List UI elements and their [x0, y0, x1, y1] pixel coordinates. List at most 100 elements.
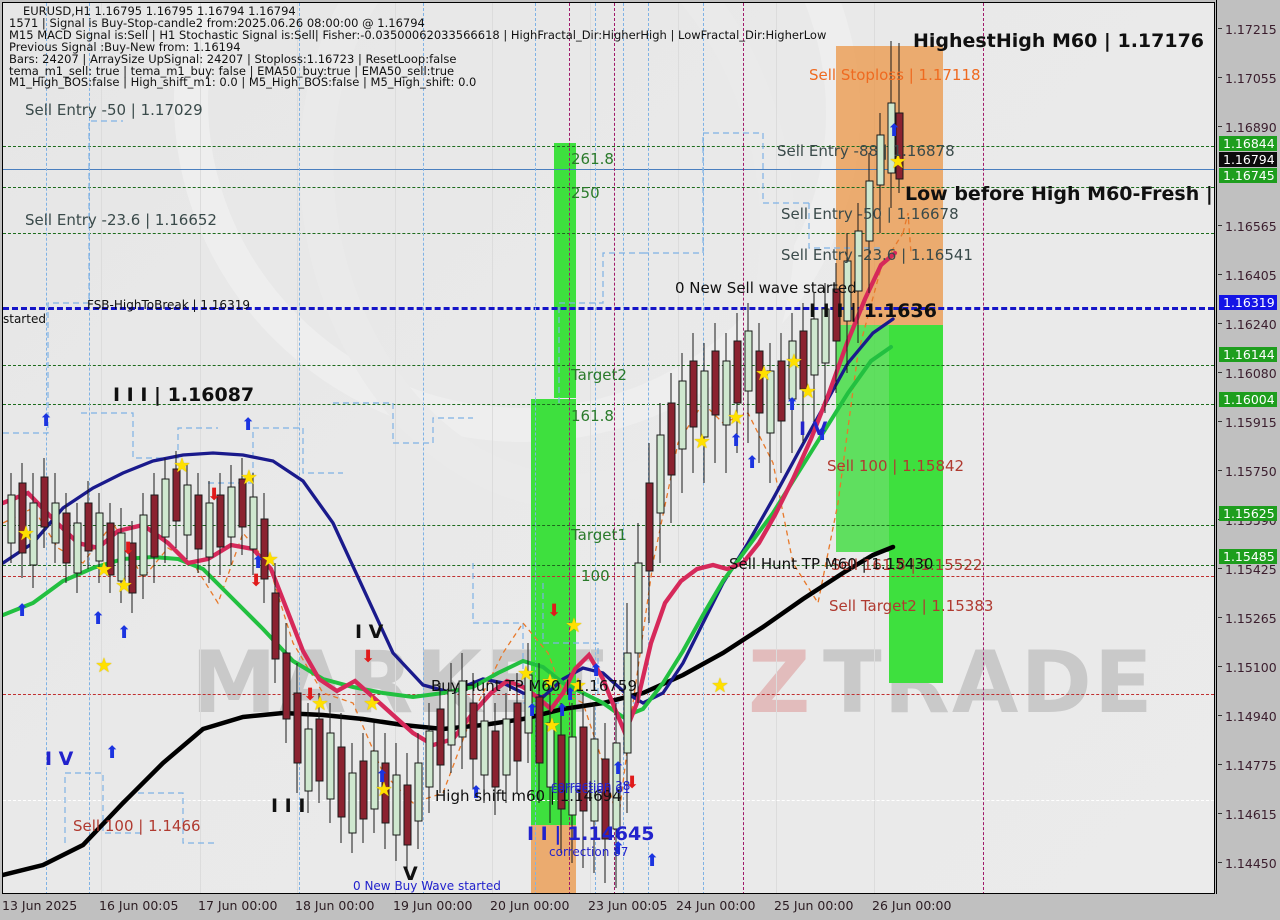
sell-entry-50-right: Sell Entry -50 | 1.16678	[781, 205, 959, 223]
signal-star: ★	[311, 691, 329, 715]
sell-arrow: ⬇	[303, 685, 318, 705]
level-line-greendash	[3, 146, 1214, 147]
buy-arrow: ⬆	[525, 701, 540, 721]
level-line-greendash	[3, 525, 1214, 526]
time-tick: 25 Jun 00:00	[774, 898, 854, 913]
grid-vline	[590, 3, 591, 893]
info-line-5: tema_m1_sell: true | tema_m1_buy: false …	[9, 63, 455, 78]
price-tick: 1.15915	[1217, 415, 1280, 430]
sell-entry-50-left: Sell Entry -50 | 1.17029	[25, 101, 203, 119]
signal-star: ★	[541, 669, 559, 693]
price-label-black: 1.16794	[1219, 152, 1277, 167]
sell-100-right: Sell 100 | 1.15842	[827, 457, 965, 475]
grid-vline	[776, 3, 777, 893]
price-tick: 1.17055	[1217, 71, 1280, 86]
tick-dash-icon	[1218, 470, 1222, 471]
chart-plot-area[interactable]: MARKET Z TRADE	[2, 2, 1215, 894]
fib-250: 250	[571, 184, 600, 202]
sell-stoploss: Sell Stoploss | 1.17118	[809, 66, 981, 84]
buy-arrow: ⬆	[469, 783, 484, 803]
grid-vline	[101, 3, 102, 893]
wave-iv-left: I V	[45, 748, 74, 770]
signal-star: ★	[727, 405, 745, 429]
signal-star: ★	[240, 465, 258, 489]
fsb-high-to-break: FSB-HighToBreak | 1.16319	[87, 298, 250, 312]
info-line-1: 1571 | Signal is Buy-Stop-candle2 from:2…	[9, 15, 425, 30]
chart-series-overlay	[3, 41, 912, 888]
fib-1618: 161.8	[571, 407, 614, 425]
level-line-greendash	[3, 565, 1214, 566]
price-label-green: 1.15485	[1219, 549, 1277, 564]
correction-38: correction 38	[551, 779, 631, 793]
signal-star: ★	[799, 379, 817, 403]
target1: Target1	[571, 526, 627, 544]
fractal-vline	[423, 3, 424, 893]
price-tick: 1.16890	[1217, 120, 1280, 135]
sell-hunt-tp-m60: Sell Hunt TP M60 | 1.15430	[729, 555, 934, 573]
buy-arrow: ⬆	[105, 743, 120, 763]
tick-dash-icon	[1218, 666, 1222, 667]
time-tick: 18 Jun 00:00	[295, 898, 375, 913]
fractal-vline	[595, 3, 596, 893]
fractal-vline	[623, 3, 624, 893]
level-line-fsb	[3, 307, 1214, 310]
buy-arrow: ⬆	[729, 431, 744, 451]
grid-vline	[297, 3, 298, 893]
signal-star: ★	[95, 653, 113, 677]
sell-target-zone-green-2	[889, 325, 943, 683]
fractal-vline	[46, 3, 47, 893]
wave-iv-mid: I V	[355, 621, 384, 643]
watermark-accent: Z	[748, 633, 813, 733]
tick-dash-icon	[1218, 225, 1222, 226]
tick-dash-icon	[1218, 715, 1222, 716]
started-left: started	[3, 312, 46, 326]
buy-arrow: ⬆	[375, 767, 390, 787]
time-tick: 16 Jun 00:05	[99, 898, 179, 913]
tick-dash-icon	[1218, 764, 1222, 765]
buy-arrow: ⬆	[745, 453, 760, 473]
signal-star: ★	[115, 573, 133, 597]
grid-vline	[395, 3, 396, 893]
sell-arrow: ⬇	[249, 571, 264, 591]
time-tick: 19 Jun 00:00	[393, 898, 473, 913]
sell-arrow: ⬇	[121, 539, 136, 559]
level-line-greendash	[3, 187, 1214, 188]
time-axis[interactable]: 13 Jun 2025 16 Jun 00:05 17 Jun 00:00 18 Ju…	[0, 894, 1280, 920]
correction-61: correction 61	[551, 782, 631, 796]
signal-star: ★	[375, 777, 393, 801]
fractal-vline	[535, 3, 536, 893]
sell-zone-orange	[836, 46, 943, 325]
signal-star: ★	[569, 673, 587, 697]
time-tick: 24 Jun 00:00	[676, 898, 756, 913]
wave-iv-right: I V	[799, 418, 828, 440]
signal-star: ★	[95, 557, 113, 581]
target2: Target2	[571, 366, 627, 384]
buy-arrow: ⬆	[645, 851, 660, 871]
fib-zone-upper	[554, 143, 576, 398]
grid-vline	[492, 3, 493, 893]
chart-info-header: EURUSD,H1 1.16795 1.16795 1.16794 1.1679…	[9, 5, 826, 89]
price-tick: 1.15750	[1217, 464, 1280, 479]
signal-star: ★	[755, 361, 773, 385]
signal-star: ★	[565, 613, 583, 637]
wave-v-bottom: V	[403, 863, 418, 885]
wave-iii-116087: I I I | 1.16087	[113, 384, 255, 406]
session-vline	[743, 3, 744, 893]
fractal-vline	[89, 3, 90, 893]
price-tick: 1.14450	[1217, 856, 1280, 871]
buy-arrow: ⬆	[563, 685, 578, 705]
price-tick: 1.15265	[1217, 611, 1280, 626]
wave-ii-114645: I I | 1.14645	[527, 823, 655, 845]
price-axis[interactable]: 1.17215 1.17055 1.16890 1.16565 1.16405 1.162…	[1216, 0, 1280, 894]
wave-iii-11636: I I I | 1.1636	[809, 300, 937, 322]
signal-star: ★	[543, 713, 561, 737]
time-tick: 26 Jun 00:00	[872, 898, 952, 913]
price-label-green: 1.16144	[1219, 347, 1277, 362]
buy-arrow: ⬆	[887, 121, 902, 141]
watermark-right: TRADE	[823, 633, 1155, 733]
buy-arrow: ⬆	[241, 415, 256, 435]
tick-dash-icon	[1218, 617, 1222, 618]
sell-entry-88: Sell Entry -88 | 1.16878	[777, 142, 955, 160]
signal-star: ★	[517, 661, 535, 685]
